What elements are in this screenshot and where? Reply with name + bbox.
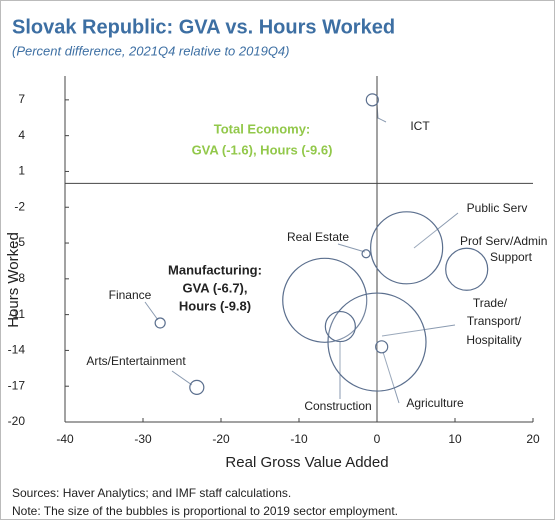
bubble [370, 211, 444, 285]
x-tick-label: 0 [374, 432, 381, 446]
chart-title: Slovak Republic: GVA vs. Hours Worked [12, 16, 395, 38]
y-tick-label: -11 [9, 307, 26, 321]
y-tick-label: -14 [8, 343, 26, 357]
bubble [361, 249, 371, 259]
x-tick-label: 20 [526, 432, 540, 446]
bubble-label: Finance [109, 288, 152, 302]
x-tick-label: -10 [290, 432, 308, 446]
y-tick-label: -20 [8, 414, 26, 428]
footnote: Sources: Haver Analytics; and IMF staff … [12, 486, 291, 500]
bubble-label: Manufacturing: [168, 262, 262, 277]
bubble-label: Prof Serv/Admin [460, 234, 547, 248]
y-tick-label: -17 [8, 378, 26, 392]
bubble-label: Hours (-9.8) [179, 298, 251, 313]
bubble [327, 292, 427, 392]
bubble [154, 317, 166, 329]
leader-lines [144, 103, 459, 404]
y-tick-label: -5 [14, 235, 25, 249]
x-tick-label: -40 [56, 432, 74, 446]
bubble-label: Real Estate [287, 230, 349, 244]
bubble-label: Public Serv [467, 201, 528, 215]
bubble [189, 379, 205, 395]
y-axis-title: Hours Worked [5, 232, 22, 328]
bubble-label: GVA (-6.7), [182, 280, 247, 295]
bubble-label: Arts/Entertainment [86, 354, 186, 368]
bubble [375, 340, 389, 354]
annotation: Total Economy: [214, 121, 311, 136]
x-axis-title: Real Gross Value Added [225, 454, 388, 471]
bubble [282, 257, 368, 343]
y-tick-label: 4 [18, 128, 25, 142]
bubble-label: Construction [304, 399, 371, 413]
x-tick-label: -20 [212, 432, 230, 446]
annotation: GVA (-1.6), Hours (-9.6) [192, 142, 333, 157]
bubble-label: Transport/ [467, 314, 522, 328]
y-tick-label: 1 [18, 164, 25, 178]
bubble [445, 247, 489, 291]
x-tick-label: -30 [134, 432, 152, 446]
bubble-label: Support [490, 250, 533, 264]
x-tick-label: 10 [448, 432, 462, 446]
bubble [324, 310, 356, 343]
bubble-label: Agriculture [406, 396, 464, 410]
y-tick-label: 7 [18, 92, 25, 106]
bubble-label: Trade/ [473, 296, 508, 310]
bubble [365, 93, 379, 107]
bubble-label: ICT [410, 119, 430, 133]
chart-subtitle: (Percent difference, 2021Q4 relative to … [12, 43, 290, 58]
footnote: Note: The size of the bubbles is proport… [12, 504, 398, 518]
y-tick-label: -8 [14, 271, 25, 285]
y-tick-label: -2 [14, 199, 25, 213]
bubble-label: Hospitality [466, 333, 521, 347]
